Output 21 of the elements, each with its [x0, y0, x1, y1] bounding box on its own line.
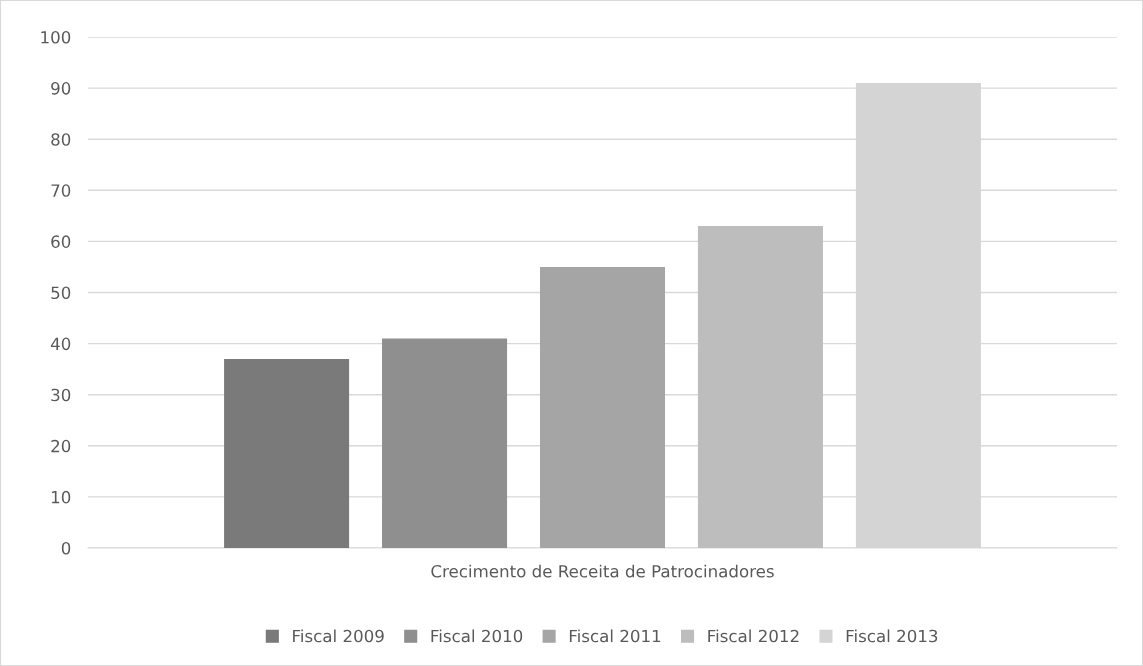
y-tick-label: 100	[41, 30, 71, 44]
legend-label: Fiscal 2012	[708, 629, 799, 643]
legend-label: Fiscal 2011	[569, 629, 661, 643]
y-tick-label: 70	[51, 184, 71, 197]
y-tick-label: 0	[61, 541, 71, 555]
legend-label: Fiscal 2010	[431, 629, 523, 643]
y-tick-label: 20	[51, 439, 71, 453]
x-tick-label: Crecimento de Receita de Patrocinadores	[431, 564, 774, 578]
bar	[697, 226, 823, 548]
y-tick-label: 80	[51, 133, 71, 146]
y-tick-label: 60	[51, 235, 71, 248]
y-tick-label: 30	[51, 388, 71, 402]
y-tick-label: 50	[51, 286, 71, 300]
y-tick-label: 10	[51, 490, 71, 504]
y-tick-label: 40	[50, 337, 71, 351]
legend-label: Fiscal 2013	[846, 629, 938, 643]
bar	[539, 266, 666, 548]
bar	[224, 358, 350, 548]
legend-label: Fiscal 2009	[293, 629, 384, 643]
bar	[382, 338, 508, 548]
y-tick-label: 90	[51, 82, 71, 95]
